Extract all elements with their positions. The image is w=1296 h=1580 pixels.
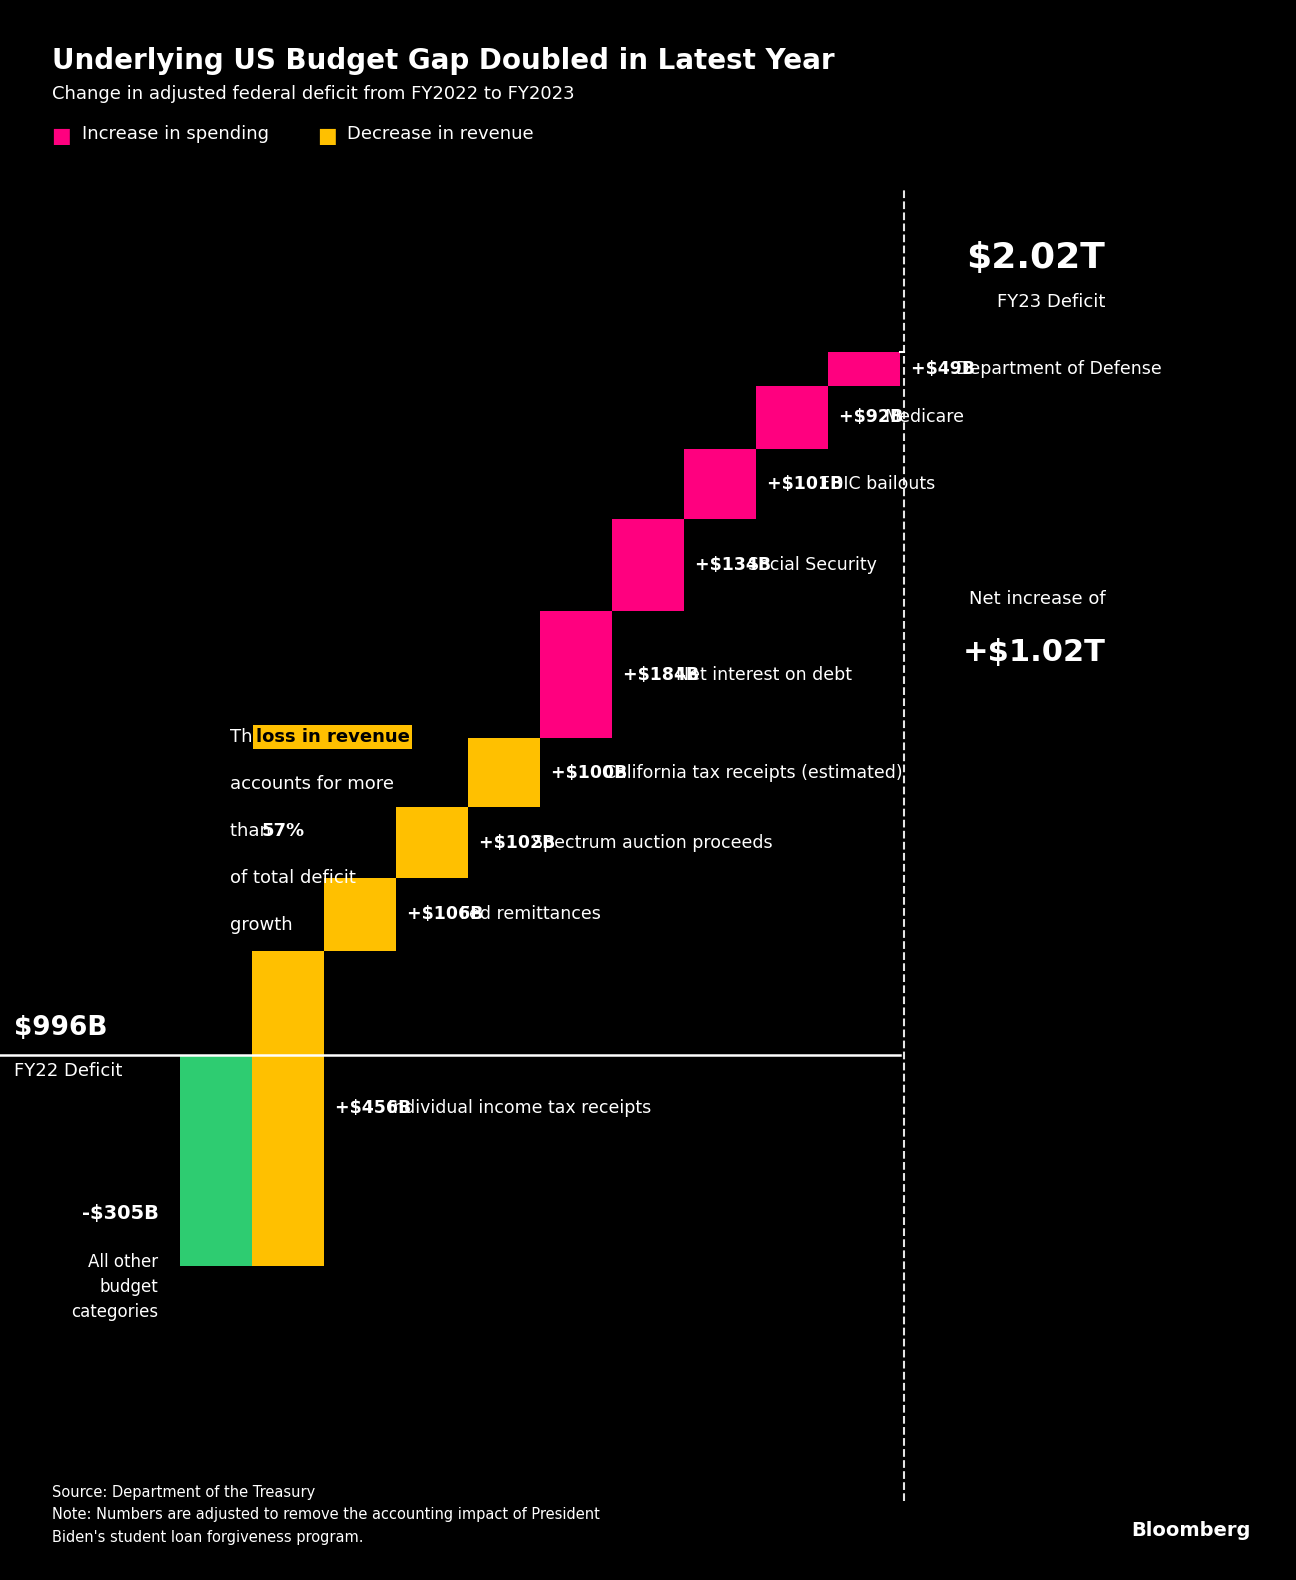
Bar [324, 878, 397, 951]
Text: Department of Defense: Department of Defense [956, 360, 1163, 378]
Text: Net increase of: Net increase of [968, 589, 1105, 608]
Text: The: The [231, 728, 270, 746]
Text: +$456B: +$456B [334, 1100, 417, 1117]
Text: +$134B: +$134B [695, 556, 776, 574]
Text: -$305B: -$305B [82, 1204, 158, 1223]
Text: Individual income tax receipts: Individual income tax receipts [388, 1100, 651, 1117]
Text: Increase in spending: Increase in spending [82, 125, 268, 142]
Text: +$1.02T: +$1.02T [963, 638, 1105, 667]
Text: All other
budget
categories: All other budget categories [71, 1253, 158, 1321]
Text: Social Security: Social Security [748, 556, 876, 574]
Text: Source: Department of the Treasury
Note: Numbers are adjusted to remove the acco: Source: Department of the Treasury Note:… [52, 1485, 600, 1545]
Text: growth: growth [231, 916, 293, 934]
Text: Spectrum auction proceeds: Spectrum auction proceeds [531, 834, 772, 852]
Text: FDIC bailouts: FDIC bailouts [819, 476, 934, 493]
Text: Bloomberg: Bloomberg [1131, 1522, 1251, 1540]
Text: California tax receipts (estimated): California tax receipts (estimated) [604, 763, 902, 782]
Text: ■: ■ [52, 126, 78, 147]
Text: accounts for more: accounts for more [231, 774, 394, 793]
Text: +$106B: +$106B [407, 905, 489, 923]
Text: +$184B: +$184B [623, 665, 705, 684]
Text: Net interest on debt: Net interest on debt [675, 665, 851, 684]
Text: loss in revenue: loss in revenue [255, 728, 410, 746]
Text: Fed remittances: Fed remittances [460, 905, 600, 923]
Text: +$102B: +$102B [478, 834, 561, 852]
Bar [397, 807, 468, 878]
Text: +$92B: +$92B [839, 408, 908, 427]
Text: 57%: 57% [262, 822, 305, 841]
Text: $996B: $996B [14, 1016, 108, 1041]
Text: FY23 Deficit: FY23 Deficit [997, 294, 1105, 311]
Text: than: than [231, 822, 277, 841]
Bar [828, 352, 899, 386]
Text: ■: ■ [318, 126, 343, 147]
Bar [756, 386, 828, 449]
Text: +$100B: +$100B [551, 763, 634, 782]
Text: Underlying US Budget Gap Doubled in Latest Year: Underlying US Budget Gap Doubled in Late… [52, 47, 835, 76]
Text: Medicare: Medicare [884, 408, 964, 427]
Text: $2.02T: $2.02T [967, 242, 1105, 275]
Text: Change in adjusted federal deficit from FY2022 to FY2023: Change in adjusted federal deficit from … [52, 85, 574, 103]
Bar [180, 1055, 251, 1266]
Bar [684, 449, 756, 518]
Text: FY22 Deficit: FY22 Deficit [14, 1062, 123, 1081]
Text: of total deficit: of total deficit [231, 869, 356, 886]
Text: Decrease in revenue: Decrease in revenue [347, 125, 534, 142]
Bar [251, 951, 324, 1266]
Text: +$101B: +$101B [767, 476, 849, 493]
Text: +$49B: +$49B [911, 360, 981, 378]
Bar [540, 611, 612, 738]
Bar [468, 738, 540, 807]
Bar [612, 518, 684, 611]
